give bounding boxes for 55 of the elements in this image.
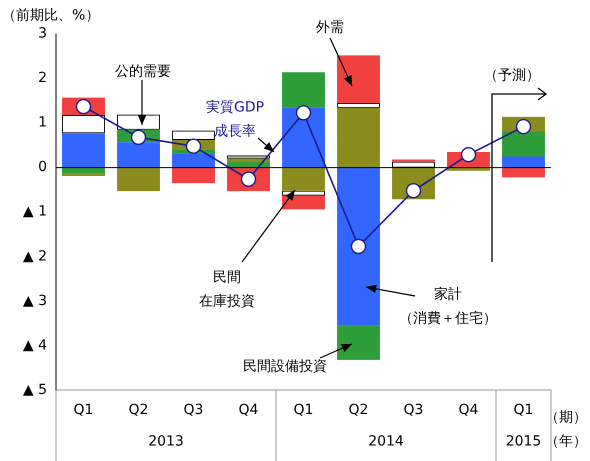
point: [350, 238, 366, 254]
series-label: 外需: [316, 20, 344, 36]
text: 公的需要: [115, 64, 171, 80]
x-tick-label: Q2: [128, 402, 148, 418]
x-tick-label: Q4: [458, 402, 479, 418]
bar: [62, 173, 105, 176]
bar: [117, 168, 160, 192]
x-tick-label: Q3: [404, 402, 424, 418]
point: [186, 138, 202, 154]
text: 2013: [148, 434, 184, 450]
y-tick-label: 3: [38, 26, 47, 42]
bar: [227, 158, 270, 162]
bar: [337, 168, 380, 326]
text: 2014: [368, 434, 404, 450]
y-tick-label: ▲ 5: [22, 382, 47, 398]
bar: [62, 133, 105, 168]
y-tick-label: 0: [38, 159, 47, 176]
x-tick-label: Q2: [348, 402, 368, 418]
bar: [502, 132, 545, 156]
point: [460, 146, 476, 162]
point: [130, 130, 146, 145]
x-tick-label: Q1: [294, 402, 314, 418]
x-tick-label: Q3: [184, 402, 204, 418]
text: 民間在庫投資: [199, 270, 255, 310]
y-tick-label: 2: [38, 70, 47, 86]
bar: [337, 326, 380, 360]
bar: [502, 168, 545, 178]
text: （期）: [545, 410, 587, 426]
y-tick-label: ▲ 2: [22, 248, 47, 264]
bar: [117, 142, 160, 168]
point: [296, 105, 312, 121]
series-label: 民間設備投資: [243, 358, 327, 375]
annotation: （予測）: [484, 68, 540, 84]
y-tick-label: ▲ 3: [22, 292, 47, 309]
y-tick-label: ▲ 4: [22, 337, 48, 354]
y-tick-label: ▲ 1: [22, 204, 47, 220]
bar: [337, 55, 380, 104]
bar: [282, 72, 325, 108]
series-label: 家計（消費＋住宅）: [399, 286, 497, 327]
x-tick-label: Q1: [74, 402, 94, 418]
point: [516, 118, 532, 134]
bar: [172, 153, 215, 168]
bar: [337, 108, 380, 168]
bar: [282, 168, 325, 191]
text: （年）: [545, 434, 587, 450]
text: 2015: [506, 434, 542, 450]
y-tick-label: 1: [38, 114, 47, 131]
y-axis-title: （前期比、%）: [2, 8, 100, 24]
bar: [502, 156, 545, 168]
x-tick-label: Q4: [238, 402, 259, 418]
series-label: 実質GDP成長率: [206, 100, 264, 140]
bar: [62, 168, 105, 174]
bar: [282, 196, 325, 210]
x-tick-label: Q1: [514, 402, 534, 418]
bar: [172, 168, 215, 184]
